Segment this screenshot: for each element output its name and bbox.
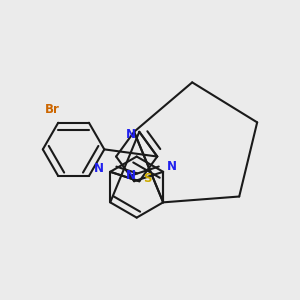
Text: Br: Br [45, 103, 60, 116]
Text: S: S [143, 172, 151, 185]
Text: N: N [126, 128, 136, 141]
Text: N: N [94, 162, 104, 176]
Text: N: N [126, 169, 136, 182]
Text: N: N [167, 160, 177, 172]
